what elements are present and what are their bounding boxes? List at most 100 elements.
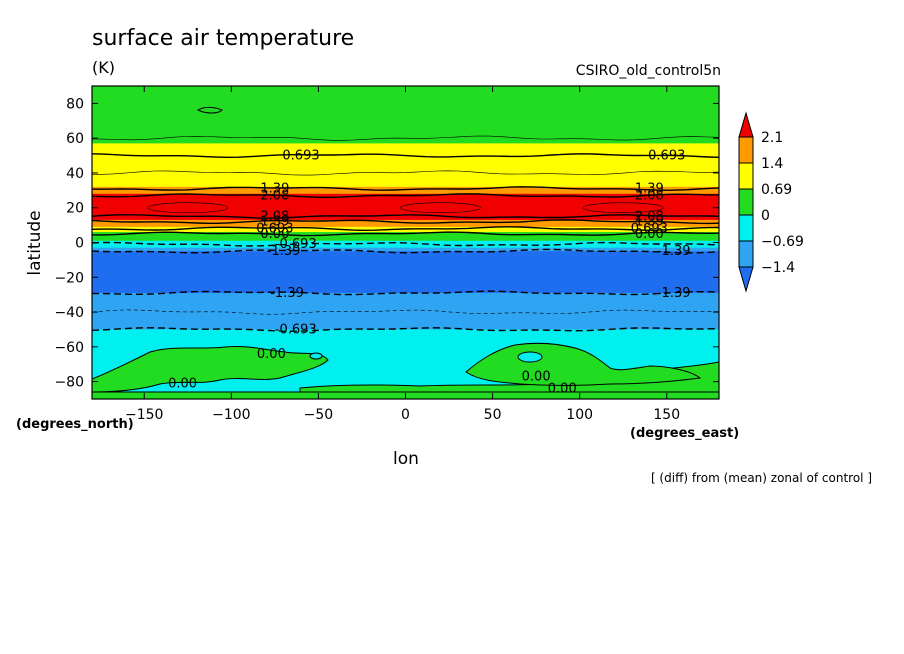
cyan-hole-0: [517, 351, 543, 363]
colorbar-label-4: −0.69: [761, 234, 804, 250]
dataset-label: CSIRO_old_control5n: [576, 63, 721, 79]
x-axis-title: lon: [393, 449, 419, 469]
zero-label-2: 0.00: [522, 369, 551, 384]
x-tick-label-4: 50: [484, 407, 502, 423]
band-3: [92, 186, 719, 195]
contour-line-6: [92, 231, 719, 237]
contour-line-3: [92, 213, 719, 219]
contour-label-8-1: -1.39: [657, 244, 691, 259]
colorbar-top-arrow: [738, 111, 754, 138]
contour-label-4-1: 1.39: [635, 215, 664, 230]
colorbar: 2.1 1.4 0.69 0 −0.69 −1.4: [738, 111, 804, 293]
contour-line-5: [92, 226, 719, 232]
y-tick-label-8: −80: [54, 375, 84, 391]
contour-label-7-0: -0.693: [275, 237, 317, 252]
colorbar-seg-5: [738, 240, 754, 268]
y-tick-label-4: 0: [75, 236, 84, 252]
x-tick-label-6: 150: [653, 407, 680, 423]
band-1: [92, 143, 719, 157]
x-units-label: (degrees_east): [630, 426, 739, 441]
contour-label-1-0: 1.39: [260, 182, 289, 197]
contour-label-4-0: 1.39: [260, 215, 289, 230]
contour-line-0: [92, 153, 719, 159]
contour-line-9: [92, 290, 719, 296]
y-tick-label-3: 20: [66, 201, 84, 217]
band-0: [92, 86, 719, 144]
red-core-2: [582, 202, 664, 214]
contour-lines: [92, 135, 719, 332]
x-tick-label-3: 0: [401, 407, 410, 423]
thin-line-0: [92, 135, 719, 141]
colorbar-seg-3: [738, 188, 754, 216]
y-tick-label-2: 40: [66, 166, 84, 182]
zero-label-3: 0.00: [548, 382, 577, 397]
contour-line-2: [92, 193, 719, 198]
contour-label-2-0: 2.08: [260, 189, 289, 204]
contour-line-8: [92, 248, 719, 254]
contour-label-3-0: 2.08: [260, 209, 289, 224]
colorbar-seg-4: [738, 214, 754, 242]
colorbar-bottom-arrow: [738, 266, 754, 293]
colorbar-label-0: 2.1: [761, 130, 783, 146]
colorbar-label-1: 1.4: [761, 156, 783, 172]
red-core-0: [147, 202, 229, 214]
y-tick-label-1: 60: [66, 131, 84, 147]
footnote: [ (diff) from (mean) zonal of control ]: [651, 471, 872, 485]
contour-label-9-0: -1.39: [270, 286, 304, 301]
antarctic-blob-4: [196, 106, 223, 114]
color-bands: [92, 86, 719, 399]
y-tick-label-0: 80: [66, 96, 84, 112]
contour-label-2-1: 2.08: [635, 189, 664, 204]
contour-line-1: [92, 186, 719, 192]
cyan-hole-1: [309, 352, 323, 360]
band-5: [92, 219, 719, 228]
contour-line-7: [92, 241, 719, 247]
band-2: [92, 155, 719, 188]
chart-title: surface air temperature: [92, 26, 354, 51]
band-9: [92, 247, 719, 252]
contour-line-4: [92, 219, 719, 225]
contour-label-9-1: -1.39: [657, 286, 691, 301]
x-tick-label-5: 100: [566, 407, 593, 423]
colorbar-label-2: 0.69: [761, 182, 792, 198]
contour-label-1-1: 1.39: [635, 182, 664, 197]
x-tick-label-2: −50: [304, 407, 334, 423]
contour-label-5-0: 0.693: [256, 222, 293, 237]
y-units-label: (degrees_north): [16, 417, 134, 432]
contour-label-0-1: 0.693: [648, 149, 685, 164]
contour-label-6-1: 0.00: [635, 227, 664, 242]
x-tick-label-0: −150: [125, 407, 163, 423]
thin-line-1: [92, 170, 719, 176]
colorbar-label-3: 0: [761, 208, 770, 224]
y-axis: 80 60 40 20 0 −20 −40 −60 −80: [54, 96, 719, 391]
x-tick-label-1: −100: [212, 407, 250, 423]
y-tick-label-7: −60: [54, 340, 84, 356]
red-core-1: [400, 202, 481, 214]
x-axis: −150 −100 −50 0 50 100 150: [125, 86, 680, 423]
zero-label-0: 0.00: [257, 347, 286, 362]
band-6: [92, 226, 719, 233]
colorbar-seg-1: [738, 136, 754, 164]
units-label: (K): [92, 58, 115, 77]
antarctic-region: [92, 106, 719, 399]
band-8: [92, 240, 719, 249]
band-10: [92, 251, 719, 294]
band-11: [92, 292, 719, 331]
contour-label-5-1: 0.693: [631, 222, 668, 237]
colorbar-seg-2: [738, 162, 754, 190]
contour-label-10-0: -0.693: [275, 322, 317, 337]
contour-label-8-0: -1.39: [267, 244, 301, 259]
contour-label-3-1: 2.08: [635, 209, 664, 224]
contour-label-0-0: 0.693: [282, 149, 319, 164]
y-tick-label-5: −20: [54, 270, 84, 286]
zero-label-1: 0.00: [168, 376, 197, 391]
band-7: [92, 232, 719, 242]
contour-label-6-0: 0.00: [260, 227, 289, 242]
y-tick-label-6: −40: [54, 305, 84, 321]
antarctic-blob-0: [92, 346, 329, 393]
y-axis-title: latitude: [25, 210, 45, 275]
colorbar-label-5: −1.4: [761, 260, 795, 276]
contour-line-10: [92, 327, 719, 332]
